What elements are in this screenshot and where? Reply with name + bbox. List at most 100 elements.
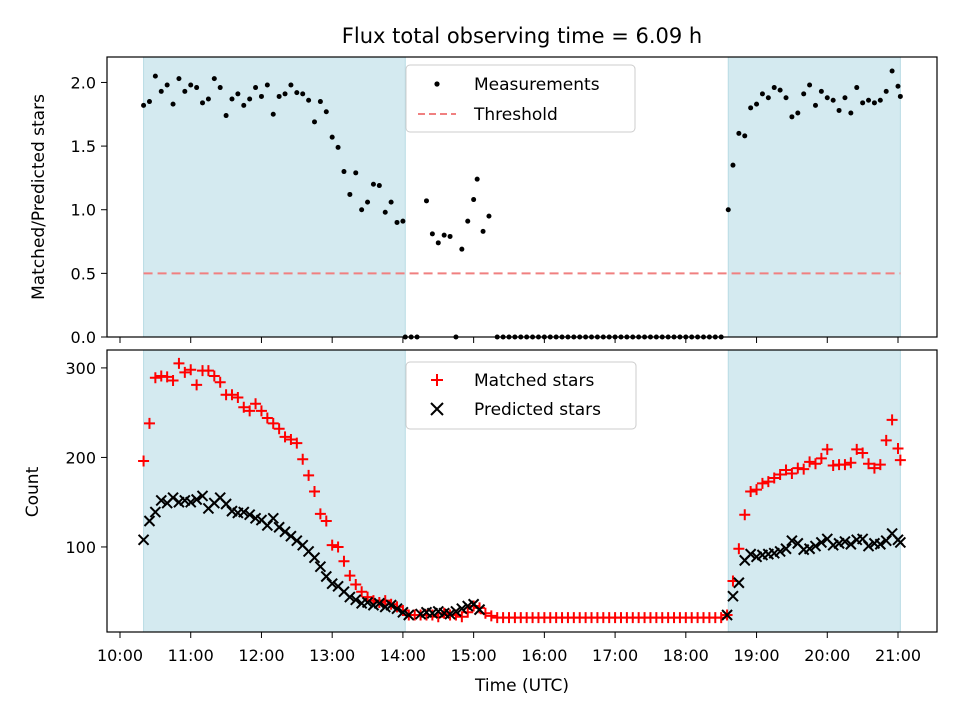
measurement-point — [176, 76, 182, 82]
y-tick-label: 200 — [65, 448, 96, 467]
predicted-star-point — [190, 493, 203, 506]
y-tick-label: 300 — [65, 359, 96, 378]
measurement-point — [742, 133, 748, 139]
matched-star-point — [892, 442, 904, 454]
matched-star-point — [356, 586, 368, 598]
measurement-point — [895, 83, 901, 89]
matched-star-point — [821, 443, 833, 455]
predicted-star-point — [721, 609, 733, 621]
matched-star-point — [739, 509, 751, 521]
top-y-axis-label: Matched/Predicted stars — [29, 94, 49, 300]
matched-star-point — [880, 434, 892, 446]
bottom-y-axis-label: Count — [23, 466, 43, 517]
measurement-point — [312, 119, 317, 125]
measurement-point — [300, 91, 306, 97]
measurement-point — [871, 100, 877, 106]
x-tick-label: 10:00 — [97, 646, 143, 665]
measurement-point — [824, 95, 830, 101]
matched-star-point — [161, 371, 173, 383]
measurement-point — [486, 213, 492, 219]
measurement-point — [854, 85, 860, 91]
measurement-point — [818, 88, 824, 94]
x-tick-label: 21:00 — [875, 646, 921, 665]
predicted-star-point — [314, 560, 327, 573]
measurement-point — [388, 199, 394, 205]
measurement-point — [801, 91, 807, 97]
predicted-star-point — [326, 577, 338, 590]
matched-star-point — [733, 543, 745, 555]
predicted-star-point — [391, 603, 403, 615]
x-tick-label: 12:00 — [238, 646, 284, 665]
measurement-point — [170, 101, 176, 107]
measurement-point — [223, 113, 229, 119]
measurement-point — [341, 169, 347, 175]
measurement-point — [335, 144, 341, 150]
matched-star-point — [273, 423, 285, 435]
matched-star-point — [768, 472, 780, 484]
measurement-point — [158, 88, 164, 94]
matched-star-point — [320, 515, 332, 527]
predicted-star-point — [397, 606, 409, 619]
measurement-point — [830, 97, 836, 103]
matched-star-point — [815, 452, 827, 464]
measurement-point — [241, 102, 247, 108]
x-tick-label: 15:00 — [451, 646, 497, 665]
measurement-point — [759, 91, 765, 97]
predicted-star-point — [845, 538, 857, 550]
top-x-ticks — [119, 337, 899, 343]
predicted-star-point — [350, 594, 362, 606]
predicted-star-point — [273, 521, 285, 533]
measurement-point — [897, 93, 903, 99]
matched-star-point — [303, 469, 315, 481]
matched-star-point — [839, 459, 851, 471]
predicted-star-point — [839, 535, 851, 548]
measurement-point — [736, 130, 742, 136]
measurement-point — [182, 88, 188, 94]
matched-star-point — [894, 454, 906, 466]
predicted-star-point — [243, 509, 256, 521]
predicted-star-point — [786, 534, 798, 547]
measurement-point — [465, 218, 471, 224]
matched-star-point — [804, 456, 816, 468]
legend-matched-stars-label: Matched stars — [474, 371, 594, 391]
predicted-star-point — [733, 577, 745, 589]
predicted-star-point — [809, 540, 822, 552]
measurement-point — [394, 219, 400, 225]
matched-star-point — [809, 458, 821, 470]
legend-predicted-stars-label: Predicted stars — [474, 400, 601, 420]
measurement-point — [152, 73, 158, 79]
matched-star-point — [179, 366, 191, 378]
measurement-point — [200, 100, 206, 106]
predicted-star-point — [874, 538, 887, 550]
measurement-point — [164, 82, 170, 88]
measurement-point — [807, 82, 813, 88]
matched-star-point — [255, 405, 267, 417]
x-axis-label: Time (UTC) — [474, 676, 569, 696]
top-legend: Measurements Threshold — [405, 64, 636, 133]
matched-star-point — [468, 600, 480, 612]
measurement-point — [447, 233, 453, 239]
x-tick-label: 13:00 — [309, 646, 355, 665]
bottom-panel: 100 200 300 10:00 11:00 12:00 13:00 14:00 15:00… — [23, 349, 938, 696]
measurement-point — [789, 114, 795, 120]
measurement-point — [400, 218, 406, 224]
measurement-point — [795, 110, 801, 116]
predicted-star-point — [344, 591, 356, 603]
matched-star-point — [780, 464, 792, 476]
measurement-point — [471, 197, 477, 203]
matched-star-point — [214, 376, 226, 388]
predicted-star-point — [450, 605, 462, 618]
top-y-ticks: 0.0 0.5 1.0 1.5 2.0 — [71, 73, 107, 347]
matched-star-point — [857, 447, 869, 459]
measurement-point — [836, 107, 842, 113]
measurement-point — [370, 181, 376, 187]
predicted-star-point — [149, 506, 162, 518]
y-tick-label: 1.0 — [71, 201, 96, 220]
measurement-point — [288, 82, 294, 88]
legend-threshold-label: Threshold — [473, 105, 558, 125]
predicted-star-point — [279, 526, 291, 538]
x-tick-label: 18:00 — [663, 646, 709, 665]
shaded-interval — [143, 56, 406, 338]
measurement-point — [205, 96, 211, 102]
